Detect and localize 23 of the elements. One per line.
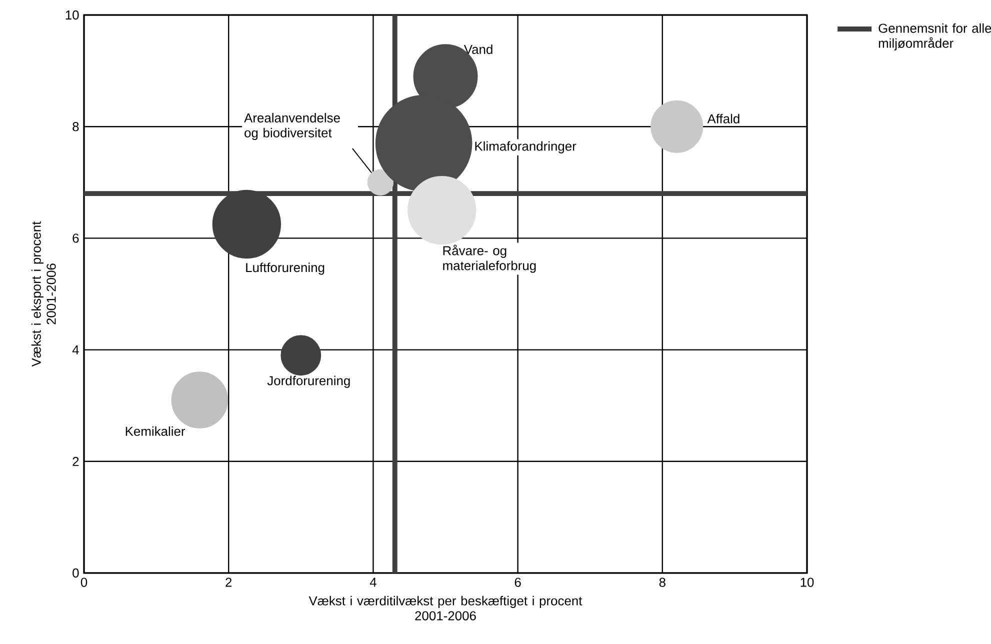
x-axis-title: Vækst i værditilvækst per beskæftiget i procent 2001-2006 <box>308 596 582 620</box>
legend-label: Gennemsnit for alle miljøområder <box>878 23 991 50</box>
x-tick-label: 4 <box>370 578 376 587</box>
series-label: Luftforurening <box>246 262 324 275</box>
y-tick-label: 10 <box>66 10 79 20</box>
y-tick-label: 8 <box>72 122 79 132</box>
y-tick-label: 6 <box>72 234 79 243</box>
x-tick-label: 2 <box>226 578 232 587</box>
y-tick-label: 2 <box>72 456 79 466</box>
text: Arealanvendelse og biodiversitet <box>244 112 340 140</box>
y-tick-label: 4 <box>72 345 79 354</box>
x-tick-label: 8 <box>659 578 666 587</box>
legend-label: Affald <box>707 114 740 124</box>
series-label: Råvare- og materialeforbrug <box>443 244 536 273</box>
series-label: Vand <box>464 44 492 54</box>
series-label: Jordforurening <box>267 376 350 388</box>
legend-label: Klimaforandringer <box>475 141 576 154</box>
x-tick-label: 6 <box>514 578 521 587</box>
y-axis-title: Vækst i eksport i procent 2001-2006 <box>31 221 56 367</box>
series-label: Kemikalier <box>126 426 186 436</box>
x-tick-label: 10 <box>800 578 814 587</box>
x-tick-label: 0 <box>80 578 88 587</box>
y-tick-label: 0 <box>72 568 79 578</box>
